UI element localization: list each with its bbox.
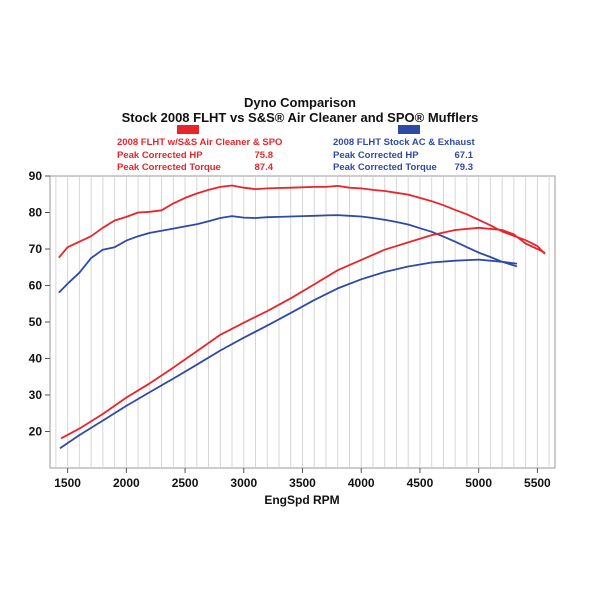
x-tick-label: 3000 xyxy=(230,476,257,490)
y-tick-label: 30 xyxy=(29,388,43,402)
y-tick-label: 50 xyxy=(29,315,43,329)
y-axis-ticks: 20 30 40 50 60 70 80 90 xyxy=(29,169,50,439)
series-line-red-hp xyxy=(60,226,546,440)
y-tick-label: 70 xyxy=(29,242,43,256)
legend-blue-hp-value: 67.1 xyxy=(455,150,474,161)
y-tick-label: 90 xyxy=(29,169,43,183)
grid-lines xyxy=(55,177,550,467)
legend-blue-name: 2008 FLHT Stock AC & Exhaust xyxy=(333,137,475,148)
x-axis-label: EngSpd RPM xyxy=(264,493,339,507)
x-tick-label: 1500 xyxy=(54,476,81,490)
series-line-blue-hp xyxy=(59,258,518,449)
chart-title: Dyno Comparison xyxy=(244,95,356,110)
x-tick-label: 5000 xyxy=(465,476,492,490)
series-line-red-torque xyxy=(58,184,546,258)
legend-red-torque-value: 87.4 xyxy=(255,162,274,173)
chart-subtitle: Stock 2008 FLHT vs S&S® Air Cleaner and … xyxy=(122,110,479,125)
x-tick-label: 4000 xyxy=(348,476,375,490)
x-axis-ticks: 1500 2000 2500 3000 3500 4000 4500 5000 5500 xyxy=(54,468,551,490)
legend-red-name: 2008 FLHT w/S&S Air Cleaner & SPO xyxy=(117,137,282,148)
x-tick-label: 2500 xyxy=(172,476,199,490)
legend-blue-swatch xyxy=(398,125,420,134)
series-layer xyxy=(58,184,546,449)
legend-red-hp-value: 75.8 xyxy=(255,150,274,161)
y-tick-label: 40 xyxy=(29,352,43,366)
legend-red: 2008 FLHT w/S&S Air Cleaner & SPO Peak C… xyxy=(117,125,282,173)
legend-blue-torque-value: 79.3 xyxy=(455,162,474,173)
x-tick-label: 4500 xyxy=(407,476,434,490)
x-tick-label: 5500 xyxy=(524,476,551,490)
x-tick-label: 3500 xyxy=(289,476,316,490)
legend-blue-torque-label: Peak Corrected Torque xyxy=(333,162,437,173)
legend-red-torque-label: Peak Corrected Torque xyxy=(117,162,221,173)
y-tick-label: 80 xyxy=(29,206,43,220)
x-tick-label: 2000 xyxy=(113,476,140,490)
legend-red-swatch xyxy=(177,125,199,134)
legend-blue: 2008 FLHT Stock AC & Exhaust Peak Correc… xyxy=(333,125,475,173)
y-tick-label: 20 xyxy=(29,425,43,439)
y-tick-label: 60 xyxy=(29,279,43,293)
legend-blue-hp-label: Peak Corrected HP xyxy=(333,150,419,161)
legend-red-hp-label: Peak Corrected HP xyxy=(117,150,203,161)
